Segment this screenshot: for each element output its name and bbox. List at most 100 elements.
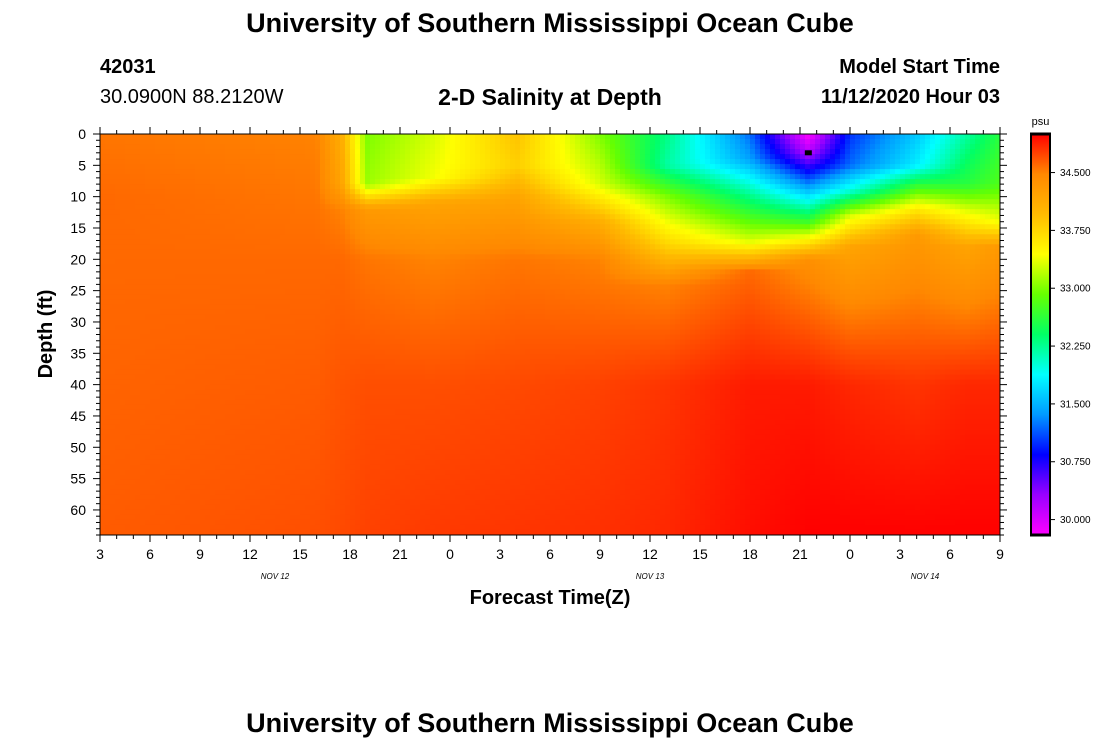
heatmap-cell [280, 424, 286, 431]
heatmap-cell [315, 349, 321, 356]
heatmap-cell [335, 274, 341, 280]
heatmap-cell [370, 319, 376, 326]
heatmap-cell [335, 249, 341, 255]
heatmap-cell [275, 384, 281, 391]
heatmap-cell [290, 174, 296, 180]
heatmap-cell [170, 264, 176, 270]
heatmap-cell [255, 169, 261, 175]
heatmap-cell [225, 159, 231, 165]
heatmap-cell [305, 209, 311, 215]
heatmap-cell [180, 164, 186, 170]
heatmap-cell [385, 414, 391, 421]
heatmap-cell [165, 509, 171, 516]
heatmap-cell [370, 524, 376, 531]
heatmap-cell [395, 454, 401, 461]
heatmap-cell [180, 179, 186, 185]
heatmap-cell [260, 219, 266, 225]
heatmap-cell [355, 394, 361, 401]
heatmap-cell [270, 344, 276, 351]
heatmap-cell [175, 214, 181, 220]
heatmap-cell [110, 234, 116, 240]
heatmap-cell [105, 494, 111, 501]
heatmap-cell [170, 354, 176, 361]
heatmap-cell [270, 159, 276, 165]
heatmap-cell [315, 434, 321, 441]
heatmap-cell [320, 249, 326, 255]
heatmap-cell [325, 324, 331, 331]
heatmap-cell [345, 299, 351, 306]
heatmap-cell [310, 309, 316, 316]
heatmap-cell [160, 499, 166, 506]
heatmap-cell [355, 464, 361, 471]
heatmap-cell [340, 404, 346, 411]
heatmap-cell [395, 469, 401, 476]
heatmap-cell [110, 419, 116, 426]
heatmap-cell [220, 399, 226, 406]
heatmap-cell [120, 384, 126, 391]
heatmap-cell [310, 279, 316, 285]
heatmap-cell [265, 319, 271, 326]
heatmap-cell [220, 429, 226, 436]
heatmap-cell [155, 249, 161, 255]
heatmap-cell [205, 354, 211, 361]
heatmap-cell [270, 214, 276, 220]
heatmap-cell [180, 434, 186, 441]
heatmap-cell [160, 314, 166, 321]
heatmap-cell [325, 379, 331, 386]
heatmap-cell [180, 379, 186, 386]
heatmap-cell [110, 459, 116, 466]
heatmap-cell [225, 144, 231, 150]
heatmap-cell [145, 464, 151, 471]
heatmap-cell [190, 384, 196, 391]
heatmap-cell [210, 164, 216, 170]
heatmap-cell [370, 229, 376, 235]
heatmap-cell [245, 269, 251, 275]
heatmap-cell [305, 484, 311, 491]
heatmap-cell [300, 284, 306, 290]
heatmap-cell [220, 359, 226, 366]
heatmap-cell [355, 134, 361, 140]
heatmap-cell [225, 184, 231, 190]
heatmap-cell [240, 339, 246, 346]
heatmap-cell [265, 424, 271, 431]
heatmap-cell [185, 194, 191, 200]
heatmap-cell [255, 439, 261, 446]
heatmap-cell [325, 314, 331, 321]
heatmap-cell [125, 529, 131, 535]
heatmap-cell [205, 214, 211, 220]
heatmap-cell [355, 289, 361, 295]
heatmap-cell [390, 449, 396, 456]
heatmap-cell [190, 289, 196, 295]
heatmap-cell [200, 394, 206, 401]
heatmap-cell [170, 394, 176, 401]
heatmap-cell [110, 199, 116, 205]
heatmap-cell [280, 359, 286, 366]
heatmap-cell [370, 174, 376, 180]
heatmap-cell [355, 349, 361, 356]
heatmap-cell [165, 219, 171, 225]
heatmap-cell [400, 449, 406, 456]
heatmap-cell [385, 514, 391, 521]
heatmap-cell [190, 354, 196, 361]
heatmap-cell [335, 499, 341, 506]
heatmap-cell [130, 489, 136, 496]
heatmap-cell [170, 449, 176, 456]
heatmap-cell [385, 169, 391, 175]
heatmap-cell [155, 274, 161, 280]
heatmap-cell [300, 424, 306, 431]
heatmap-cell [275, 214, 281, 220]
heatmap-cell [360, 374, 366, 381]
heatmap-cell [310, 374, 316, 381]
heatmap-cell [365, 264, 371, 270]
heatmap-cell [340, 339, 346, 346]
heatmap-cell [110, 339, 116, 346]
heatmap-cell [140, 499, 146, 506]
heatmap-cell [385, 429, 391, 436]
heatmap-cell [345, 139, 351, 145]
heatmap-cell [320, 324, 326, 331]
heatmap-cell [175, 259, 181, 265]
heatmap-cell [255, 259, 261, 265]
heatmap-cell [265, 389, 271, 396]
heatmap-cell [290, 474, 296, 481]
heatmap-cell [385, 479, 391, 486]
